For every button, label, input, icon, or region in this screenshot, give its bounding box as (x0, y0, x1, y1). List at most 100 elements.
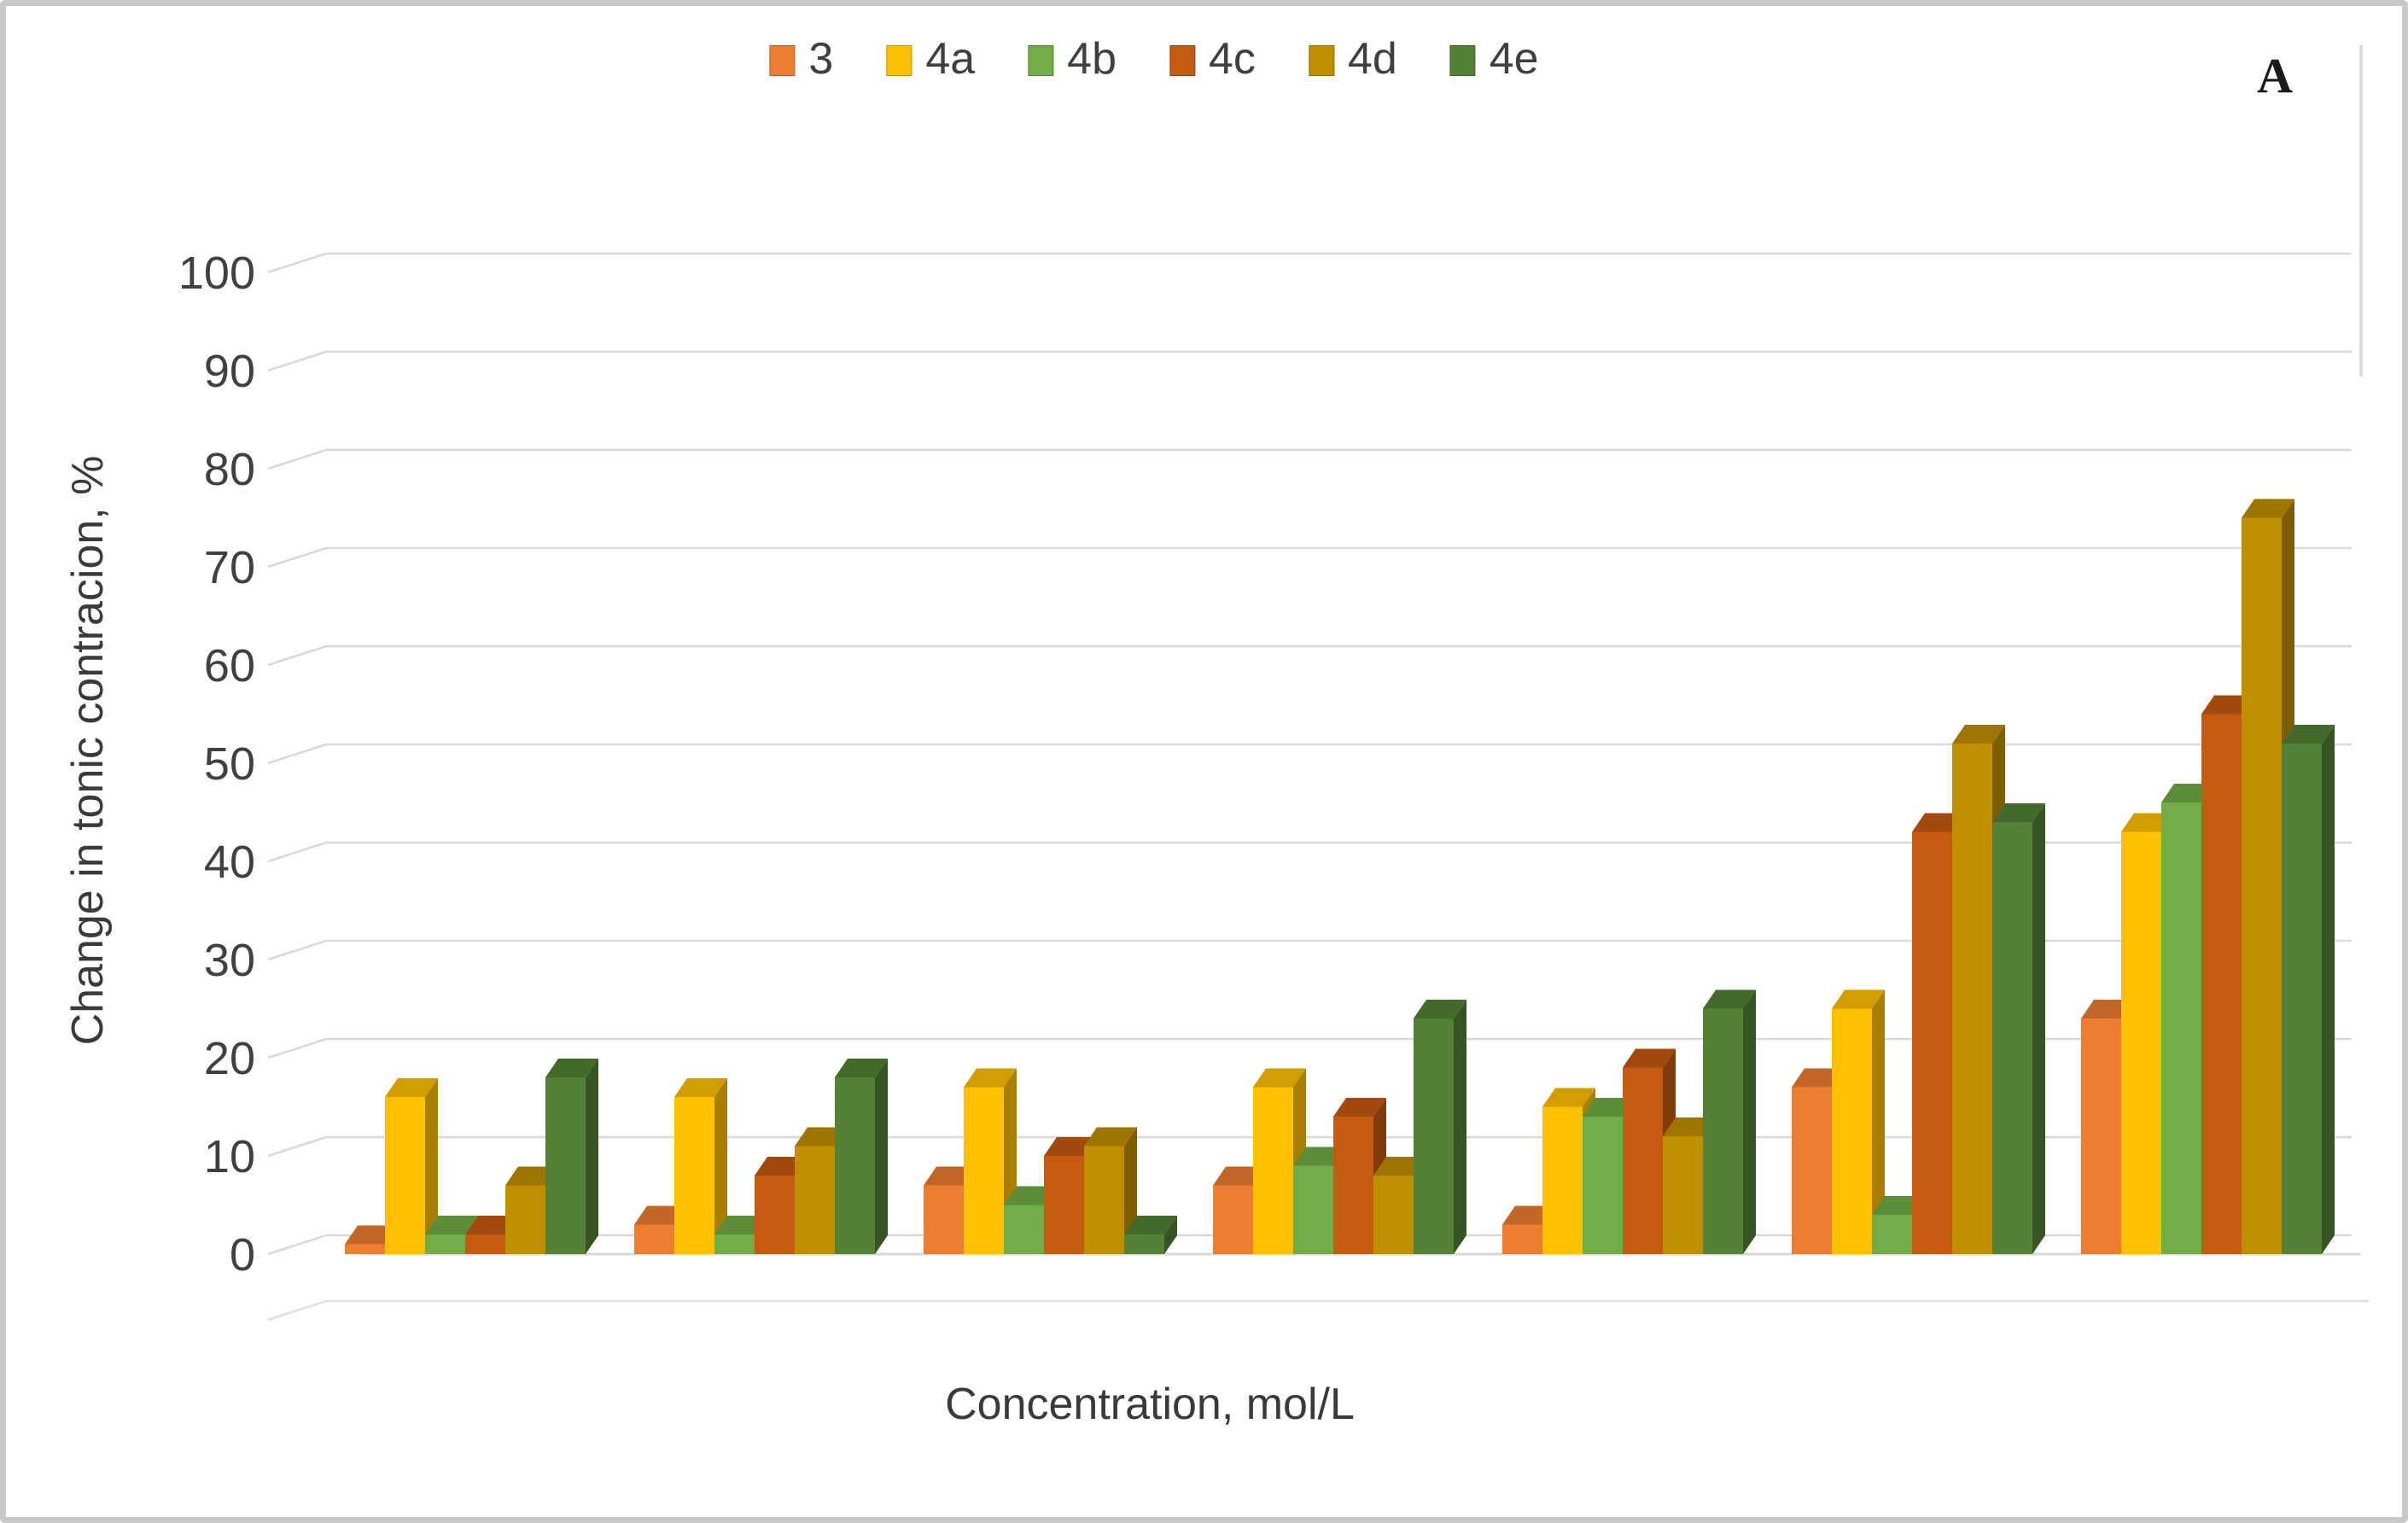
bar-top-4d-group3 (1084, 1127, 1137, 1147)
bar-3-group3 (924, 1185, 964, 1254)
legend-swatch-4d (1308, 45, 1334, 76)
bar-3-group2 (634, 1224, 674, 1254)
bar-top-3-group6 (1792, 1068, 1845, 1088)
bar-top-4a-group4 (1253, 1068, 1306, 1088)
bar-top-4b-group2 (714, 1216, 767, 1234)
bar-top-4c-group7 (2201, 695, 2254, 715)
bar-top-4c-group1 (465, 1216, 518, 1234)
legend-item-4b: 4b (1028, 37, 1117, 85)
bar-4c-group3 (1044, 1156, 1084, 1254)
bar-4b-group3 (1004, 1205, 1044, 1254)
x-axis-title: Concentration, mol/L (945, 1380, 1355, 1429)
bar-side-4e-group4 (1454, 1000, 1466, 1254)
y-tick-label-50: 50 (204, 738, 255, 790)
bar-top-4d-group1 (505, 1166, 558, 1186)
bar-4c-group5 (1623, 1067, 1663, 1254)
bar-top-3-group3 (924, 1166, 977, 1186)
bar-top-4d-group5 (1663, 1117, 1716, 1136)
y-axis-title: Change in tonic contracion, % (63, 455, 113, 1046)
bar-top-4e-group4 (1414, 1000, 1466, 1018)
bar-side-4a-group2 (714, 1078, 727, 1254)
panel-letter: A (2257, 48, 2293, 103)
legend-swatch-4b (1028, 45, 1054, 76)
y-tick-label-0: 0 (230, 1229, 255, 1281)
bar-top-3-group4 (1213, 1166, 1266, 1186)
y-tick-label-80: 80 (204, 444, 255, 495)
bar-top-4e-group2 (835, 1059, 888, 1077)
bar-4c-group1 (465, 1234, 505, 1254)
gridline-40 (267, 841, 2352, 863)
bar-4e-group1 (545, 1077, 586, 1254)
y-tick-label-60: 60 (204, 640, 255, 691)
bar-4a-group1 (385, 1097, 425, 1254)
gridline-60 (267, 645, 2352, 667)
bar-top-4d-group6 (1952, 725, 2005, 744)
bar-top-4b-group1 (425, 1216, 478, 1234)
legend-label-4c: 4c (1209, 34, 1256, 84)
bar-3-group1 (345, 1244, 385, 1254)
bar-4a-group2 (674, 1097, 714, 1254)
bar-4a-group3 (964, 1087, 1004, 1254)
gridline-50 (267, 743, 2352, 765)
bar-4e-group2 (835, 1077, 875, 1254)
bar-top-4a-group5 (1542, 1088, 1595, 1107)
bar-side-4a-group6 (1872, 989, 1885, 1254)
bar-top-3-group7 (2081, 1000, 2134, 1018)
legend-label-4d: 4d (1347, 34, 1397, 84)
bar-side-4e-group6 (2032, 803, 2045, 1254)
legend-item-3: 3 (769, 37, 833, 85)
gridline-100 (267, 252, 2352, 274)
bar-4d-group3 (1084, 1146, 1124, 1254)
bar-top-3-group2 (634, 1205, 687, 1225)
bar-top-4b-group3 (1004, 1186, 1057, 1205)
bar-4b-group2 (714, 1234, 755, 1254)
bar-top-3-group5 (1502, 1205, 1555, 1225)
bar-top-4b-group7 (2161, 784, 2214, 802)
bar-top-4d-group4 (1373, 1157, 1426, 1176)
y-tick-label-20: 20 (204, 1033, 255, 1084)
legend-label-4e: 4e (1489, 34, 1539, 84)
bar-3-group7 (2081, 1018, 2121, 1254)
bar-4c-group7 (2201, 714, 2242, 1254)
bar-top-4d-group2 (795, 1127, 848, 1147)
bar-side-4e-group5 (1743, 989, 1756, 1254)
gridline-30 (267, 939, 2352, 961)
bar-top-4a-group3 (964, 1068, 1017, 1088)
gridline-70 (267, 546, 2352, 569)
bar-4d-group6 (1952, 744, 1992, 1254)
legend-label-4b: 4b (1067, 34, 1117, 84)
gridline-20 (267, 1037, 2352, 1059)
legend-label-3: 3 (808, 34, 834, 84)
legend-item-4e: 4e (1449, 34, 1539, 85)
bar-4d-group4 (1373, 1176, 1414, 1254)
bar-4e-group6 (1992, 822, 2032, 1254)
bar-top-4c-group4 (1333, 1098, 1386, 1117)
bar-3-group4 (1213, 1185, 1253, 1254)
bar-4d-group2 (795, 1146, 835, 1254)
y-tick-label-90: 90 (204, 346, 255, 397)
bar-top-4b-group5 (1583, 1098, 1635, 1117)
bar-4b-group7 (2161, 802, 2201, 1254)
bar-4d-group7 (2242, 517, 2282, 1254)
legend-swatch-3 (769, 45, 796, 76)
bar-top-4a-group7 (2121, 813, 2174, 832)
bar-4b-group6 (1872, 1215, 1912, 1254)
bar-side-4e-group7 (2322, 725, 2335, 1254)
bar-top-4c-group5 (1623, 1048, 1676, 1068)
bar-4e-group3 (1124, 1234, 1164, 1254)
bar-4e-group4 (1414, 1018, 1454, 1254)
bar-3-group5 (1502, 1224, 1542, 1254)
bar-top-4b-group6 (1872, 1196, 1925, 1215)
bar-4c-group4 (1333, 1117, 1373, 1254)
bar-top-4c-group3 (1044, 1137, 1097, 1156)
bar-top-4a-group1 (385, 1078, 438, 1097)
bar-4a-group5 (1542, 1106, 1583, 1254)
gridline-90 (267, 350, 2352, 372)
bar-4b-group1 (425, 1234, 465, 1254)
bar-4b-group5 (1583, 1117, 1623, 1254)
bar-side-4e-group1 (586, 1059, 598, 1254)
legend-swatch-4e (1449, 45, 1476, 76)
bar-side-4e-group3 (1164, 1216, 1177, 1254)
bar-4b-group4 (1293, 1165, 1333, 1254)
